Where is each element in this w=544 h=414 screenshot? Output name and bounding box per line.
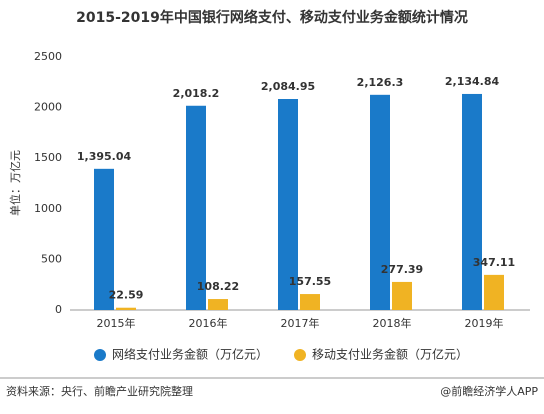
- y-tick-label: 500: [41, 252, 62, 265]
- bar: [116, 307, 136, 310]
- value-label: 2,134.84: [445, 75, 500, 88]
- value-label: 277.39: [381, 263, 423, 276]
- value-label: 2,084.95: [261, 80, 315, 93]
- value-label: 157.55: [289, 275, 331, 288]
- bar: [208, 299, 228, 310]
- value-label: 2,018.2: [173, 87, 220, 100]
- y-axis-label: 单位：万亿元: [8, 150, 22, 216]
- bar: [392, 281, 412, 310]
- value-label: 347.11: [473, 256, 515, 269]
- y-tick-label: 2500: [34, 50, 62, 63]
- bar: [186, 105, 206, 310]
- value-label: 22.59: [109, 289, 144, 302]
- y-tick-label: 1500: [34, 151, 62, 164]
- value-label: 2,126.3: [357, 76, 404, 89]
- bar: [370, 94, 390, 310]
- x-tick-label: 2016年: [189, 316, 228, 330]
- chart-title: 2015-2019年中国银行网络支付、移动支付业务金额统计情况: [76, 9, 468, 26]
- legend-label: 网络支付业务金额（万亿元）: [112, 347, 268, 362]
- bar: [484, 274, 504, 310]
- legend-label: 移动支付业务金额（万亿元）: [312, 347, 468, 362]
- x-tick-label: 2019年: [465, 316, 504, 330]
- x-tick-label: 2017年: [281, 316, 320, 330]
- legend-swatch: [94, 349, 106, 361]
- x-tick-label: 2018年: [373, 316, 412, 330]
- bar: [300, 294, 320, 310]
- value-label: 108.22: [197, 280, 239, 293]
- y-tick-label: 2000: [34, 101, 62, 114]
- value-label: 1,395.04: [77, 150, 132, 163]
- y-tick-label: 0: [55, 303, 62, 316]
- bar: [94, 168, 114, 310]
- y-tick-label: 1000: [34, 202, 62, 215]
- source-note: 资料来源：央行、前瞻产业研究院整理: [6, 384, 193, 398]
- brand: @前瞻经济学人APP: [440, 384, 538, 398]
- bar: [462, 93, 482, 310]
- x-tick-label: 2015年: [97, 316, 136, 330]
- bar: [278, 99, 298, 311]
- legend-swatch: [294, 349, 306, 361]
